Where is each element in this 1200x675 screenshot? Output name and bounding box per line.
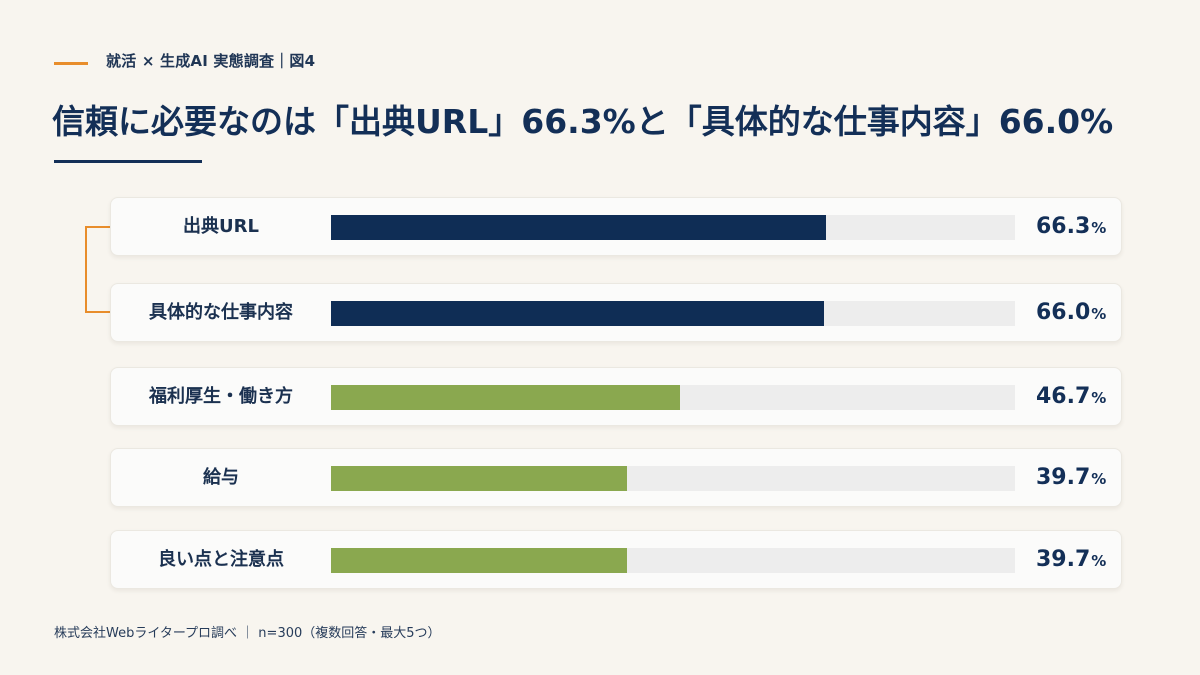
- bar-value-number: 66.3: [1036, 214, 1091, 239]
- bar-value-unit: %: [1091, 305, 1107, 323]
- bar-label: 福利厚生・働き方: [149, 386, 293, 407]
- bar-row: 福利厚生・働き方 46.7%: [110, 367, 1122, 426]
- bar-label: 良い点と注意点: [158, 549, 284, 570]
- bar-row: 出典URL 66.3%: [110, 197, 1122, 256]
- bar-value-unit: %: [1091, 470, 1107, 488]
- bar: [331, 301, 824, 326]
- bar-value-number: 66.0: [1036, 300, 1091, 325]
- bar-value-unit: %: [1091, 389, 1107, 407]
- page-title: 信頼に必要なのは「出典URL」66.3%と「具体的な仕事内容」66.0%: [52, 102, 1114, 141]
- bar-track: [331, 215, 1015, 240]
- bar: [331, 385, 680, 410]
- bar: [331, 466, 628, 491]
- bar-value-number: 39.7: [1036, 547, 1091, 572]
- bar-row: 給与 39.7%: [110, 448, 1122, 507]
- bar-track: [331, 466, 1015, 491]
- bar-value-unit: %: [1091, 219, 1107, 237]
- bar: [331, 548, 628, 573]
- bar-label: 具体的な仕事内容: [149, 302, 293, 323]
- bar-label: 出典URL: [183, 216, 259, 237]
- title-rule: [54, 160, 202, 163]
- source-note: 株式会社Webライタープロ調べ ｜ n=300（複数回答・最大5つ）: [54, 626, 441, 641]
- bar: [331, 215, 827, 240]
- bar-row: 具体的な仕事内容 66.0%: [110, 283, 1122, 342]
- bar-value-label: 66.0%: [1036, 284, 1106, 341]
- bar-track: [331, 385, 1015, 410]
- kicker: 就活 × 生成AI 実態調査｜図4: [106, 52, 316, 70]
- bar-value-number: 39.7: [1036, 465, 1091, 490]
- bar-value-number: 46.7: [1036, 384, 1091, 409]
- bar-track: [331, 548, 1015, 573]
- bar-value-unit: %: [1091, 552, 1107, 570]
- bar-value-label: 66.3%: [1036, 198, 1106, 255]
- bar-label: 給与: [203, 467, 239, 488]
- bar-value-label: 46.7%: [1036, 368, 1106, 425]
- bar-track: [331, 301, 1015, 326]
- bar-value-label: 39.7%: [1036, 449, 1106, 506]
- bar-row: 良い点と注意点 39.7%: [110, 530, 1122, 589]
- bar-value-label: 39.7%: [1036, 531, 1106, 588]
- kicker-line: [54, 62, 88, 65]
